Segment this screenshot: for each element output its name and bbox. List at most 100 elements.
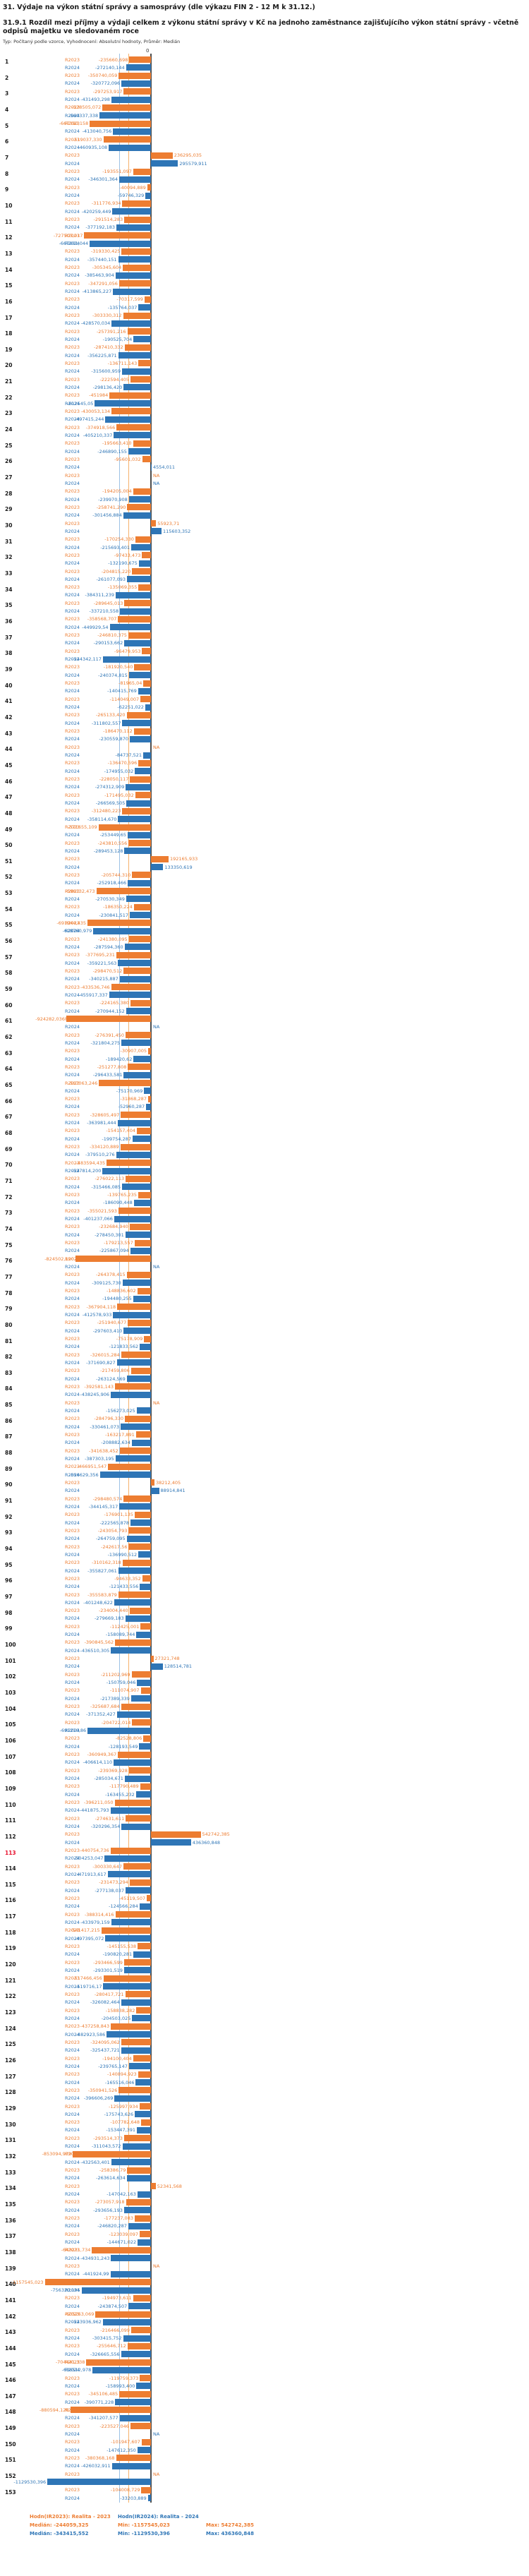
bar-2023[interactable] — [130, 2327, 151, 2334]
bar-2023[interactable] — [151, 520, 157, 527]
bar-2023[interactable] — [133, 2055, 151, 2062]
bar-2023[interactable] — [128, 632, 151, 639]
bar-2023[interactable] — [118, 1208, 151, 1215]
bar-2024[interactable] — [133, 1056, 151, 1063]
bar-2023[interactable] — [135, 1511, 151, 1518]
bar-2024[interactable] — [111, 1391, 151, 1398]
bar-2023[interactable] — [126, 711, 151, 718]
bar-2023[interactable] — [139, 2103, 151, 2109]
bar-2024[interactable] — [93, 927, 151, 934]
bar-2023[interactable] — [144, 296, 151, 303]
bar-2024[interactable] — [132, 2015, 151, 2022]
bar-2023[interactable] — [124, 600, 151, 607]
bar-2023[interactable] — [151, 1831, 201, 1838]
bar-2023[interactable] — [127, 2167, 151, 2174]
bar-2023[interactable] — [124, 216, 151, 223]
bar-2023[interactable] — [120, 1143, 151, 1150]
bar-2023[interactable] — [90, 120, 151, 127]
bar-2024[interactable] — [133, 1295, 151, 1302]
bar-2023[interactable] — [66, 1016, 151, 1023]
bar-2024[interactable] — [126, 800, 151, 807]
bar-2024[interactable] — [146, 1103, 151, 1110]
bar-2024[interactable] — [118, 816, 151, 823]
bar-2023[interactable] — [130, 1367, 151, 1374]
bar-2024[interactable] — [118, 1567, 151, 1575]
bar-2024[interactable] — [113, 128, 151, 135]
bar-2023[interactable] — [126, 2198, 151, 2205]
bar-2023[interactable] — [131, 1671, 151, 1678]
bar-2023[interactable] — [151, 855, 169, 862]
bar-2024[interactable] — [121, 2351, 151, 2358]
bar-2024[interactable] — [142, 752, 151, 759]
bar-2024[interactable] — [107, 2031, 151, 2038]
bar-2023[interactable] — [121, 1703, 151, 1710]
bar-2024[interactable] — [151, 864, 164, 871]
bar-2024[interactable] — [139, 1743, 151, 1750]
bar-2024[interactable] — [122, 720, 151, 727]
bar-2024[interactable] — [126, 64, 151, 71]
bar-2024[interactable] — [139, 1903, 151, 1910]
bar-2023[interactable] — [98, 824, 151, 831]
bar-2023[interactable] — [109, 392, 151, 399]
bar-2024[interactable] — [114, 2095, 151, 2102]
bar-2024[interactable] — [124, 1775, 151, 1782]
bar-2023[interactable] — [103, 136, 151, 143]
bar-2023[interactable] — [127, 328, 151, 335]
bar-2023[interactable] — [138, 1943, 151, 1950]
bar-2024[interactable] — [116, 224, 151, 231]
bar-2024[interactable] — [126, 2174, 151, 2181]
bar-2023[interactable] — [138, 1191, 151, 1198]
bar-2023[interactable] — [140, 2231, 151, 2238]
bar-2024[interactable] — [121, 1823, 151, 1830]
bar-2023[interactable] — [147, 1047, 151, 1054]
bar-2024[interactable] — [111, 2462, 151, 2469]
bar-2024[interactable] — [113, 288, 151, 295]
bar-2023[interactable] — [121, 1352, 151, 1359]
bar-2024[interactable] — [125, 1887, 151, 1894]
bar-2023[interactable] — [129, 1607, 151, 1614]
bar-2024[interactable] — [123, 2335, 151, 2342]
bar-2024[interactable] — [111, 1647, 151, 1654]
bar-2023[interactable] — [134, 1239, 151, 1246]
bar-2024[interactable] — [130, 735, 151, 742]
bar-2024[interactable] — [151, 1839, 191, 1846]
bar-2023[interactable] — [138, 2071, 151, 2078]
bar-2024[interactable] — [105, 1935, 151, 1942]
bar-2023[interactable] — [118, 615, 151, 622]
bar-2023[interactable] — [128, 840, 151, 847]
bar-2023[interactable] — [137, 1287, 151, 1294]
bar-2023[interactable] — [142, 648, 151, 655]
bar-2024[interactable] — [109, 144, 151, 151]
bar-2023[interactable] — [136, 2007, 151, 2014]
bar-2024[interactable] — [120, 608, 151, 615]
bar-2024[interactable] — [105, 416, 151, 423]
bar-2024[interactable] — [121, 368, 151, 375]
bar-2024[interactable] — [115, 1455, 151, 1462]
bar-2024[interactable] — [122, 2143, 151, 2150]
bar-2023[interactable] — [108, 1463, 151, 1470]
bar-2024[interactable] — [124, 639, 151, 646]
bar-2024[interactable] — [128, 2222, 151, 2229]
bar-2023[interactable] — [128, 1319, 151, 1326]
bar-2024[interactable] — [140, 1583, 151, 1590]
bar-2023[interactable] — [125, 1991, 151, 1998]
bar-2023[interactable] — [118, 280, 151, 287]
bar-2024[interactable] — [123, 384, 151, 391]
bar-2024[interactable] — [133, 1951, 151, 1958]
bar-2023[interactable] — [138, 360, 151, 367]
bar-2023[interactable] — [123, 264, 151, 271]
bar-2023[interactable] — [117, 1304, 151, 1311]
bar-2024[interactable] — [151, 160, 178, 167]
bar-2024[interactable] — [47, 2479, 151, 2486]
bar-2023[interactable] — [119, 1448, 151, 1455]
bar-2024[interactable] — [99, 112, 151, 119]
bar-2024[interactable] — [130, 1695, 151, 1702]
bar-2023[interactable] — [92, 2246, 151, 2253]
bar-2023[interactable] — [126, 1271, 151, 1278]
bar-2023[interactable] — [118, 1751, 151, 1758]
bar-2024[interactable] — [138, 304, 151, 311]
bar-2024[interactable] — [111, 320, 151, 327]
bar-2023[interactable] — [151, 1479, 154, 1486]
bar-2024[interactable] — [128, 2063, 151, 2070]
bar-2023[interactable] — [144, 1335, 151, 1342]
